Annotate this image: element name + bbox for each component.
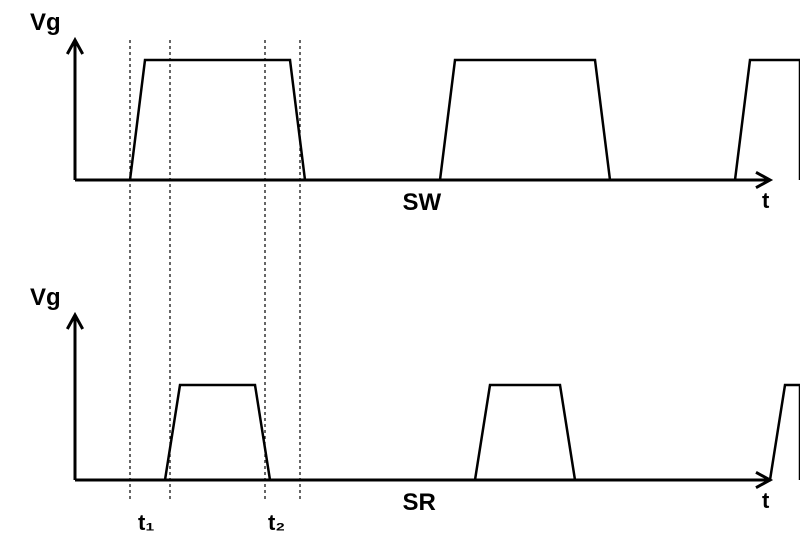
tick-label-t1: t₁ [138,510,154,535]
timing-diagram: Vg t SW Vg t SR t₁ t₂ [0,0,800,551]
tick-label-t2: t₂ [268,510,285,535]
bottom-xlabel: t [762,488,770,513]
bottom-ylabel: Vg [30,284,61,311]
bottom-trace-label: SR [403,489,436,516]
top-waveform [75,60,800,180]
bottom-waveform [75,385,800,480]
top-ylabel: Vg [30,9,61,36]
top-xlabel: t [762,188,770,213]
top-trace-label: SW [403,189,442,216]
